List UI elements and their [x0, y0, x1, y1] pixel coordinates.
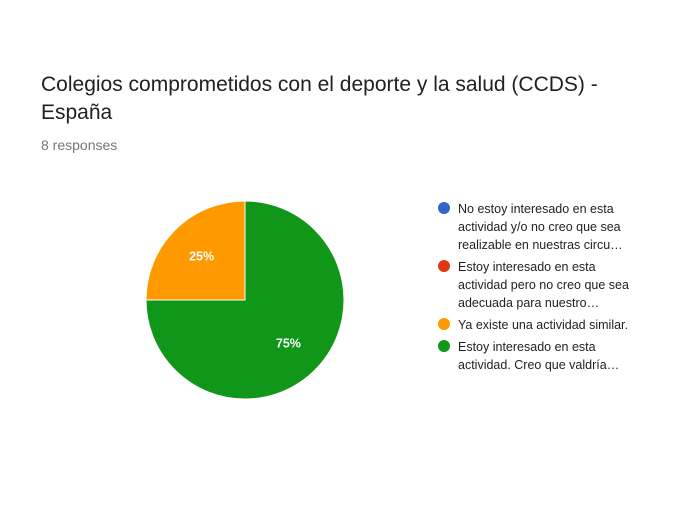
pie-labels: 75% 25% [189, 250, 301, 351]
slice-data-label: 75% [276, 336, 301, 350]
legend-swatch [438, 260, 450, 272]
legend-swatch [438, 340, 450, 352]
legend-item[interactable]: No estoy interesado en esta actividad y/… [438, 200, 638, 254]
legend-label: No estoy interesado en esta actividad y/… [458, 202, 623, 252]
legend-swatch [438, 318, 450, 330]
response-count: 8 responses [41, 137, 118, 153]
chart-title: Colegios comprometidos con el deporte y … [41, 73, 598, 124]
legend-item[interactable]: Ya existe una actividad similar. [438, 316, 638, 334]
pie-slice[interactable] [145, 200, 246, 301]
legend-item[interactable]: Estoy interesado en esta actividad. Creo… [438, 338, 638, 374]
slice-data-label: 25% [189, 250, 214, 264]
pie-slices [145, 200, 345, 400]
legend-item[interactable]: Estoy interesado en esta actividad pero … [438, 258, 638, 312]
legend-label: Estoy interesado en esta actividad. Creo… [458, 340, 620, 372]
legend-label: Estoy interesado en esta actividad pero … [458, 260, 629, 310]
legend-label: Ya existe una actividad similar. [458, 318, 628, 332]
legend-swatch [438, 202, 450, 214]
chart-legend: No estoy interesado en esta actividad y/… [438, 200, 638, 378]
